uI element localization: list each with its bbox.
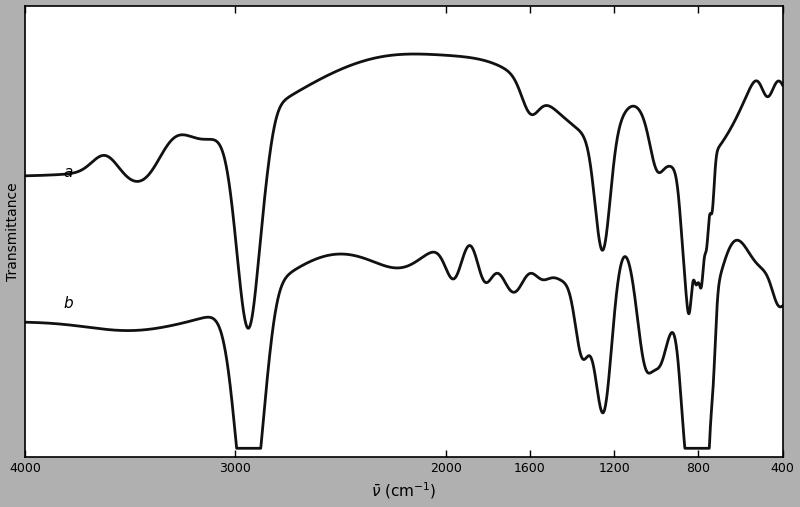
- Text: a: a: [63, 165, 72, 180]
- Y-axis label: Transmittance: Transmittance: [6, 182, 19, 281]
- X-axis label: $\bar{\nu}$ (cm$^{-1}$): $\bar{\nu}$ (cm$^{-1}$): [371, 481, 437, 501]
- Text: b: b: [63, 296, 73, 311]
